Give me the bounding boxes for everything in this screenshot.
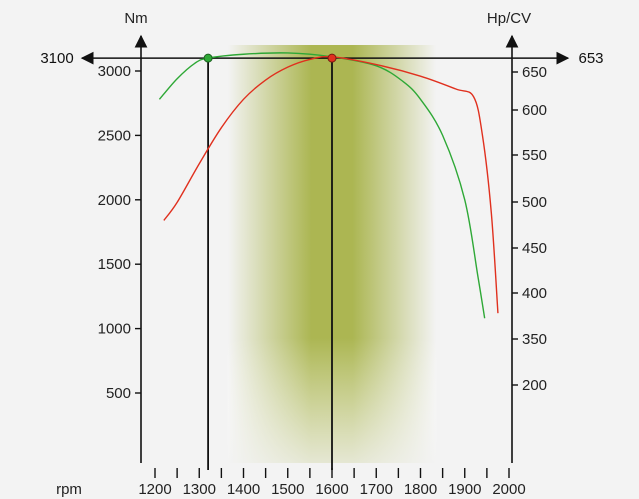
axes: 500 1000 1500 2000 2500 3000 200 350 400 450 500 55… bbox=[80, 34, 570, 498]
left-tick-label: 2000 bbox=[98, 192, 131, 209]
x-tick-label: 1200 bbox=[138, 481, 171, 498]
left-axis-title: Nm bbox=[124, 10, 147, 27]
x-tick-label: 1800 bbox=[404, 481, 437, 498]
right-tick-label: 350 bbox=[522, 331, 547, 348]
peak-power-label: 653 bbox=[578, 50, 603, 67]
peak-markers bbox=[203, 53, 337, 63]
left-tick-label: 500 bbox=[106, 385, 131, 402]
right-tick-label: 650 bbox=[522, 64, 547, 81]
peak-torque-dot bbox=[203, 53, 213, 63]
right-axis-title: Hp/CV bbox=[487, 10, 531, 27]
x-tick-label: 1700 bbox=[360, 481, 393, 498]
left-tick-label: 3000 bbox=[98, 63, 131, 80]
series-lines bbox=[158, 52, 499, 319]
peak-torque-label: 3100 bbox=[40, 50, 73, 67]
left-tick-label: 1500 bbox=[98, 256, 131, 273]
x-tick-label: 2000 bbox=[492, 481, 525, 498]
right-tick-label: 500 bbox=[522, 194, 547, 211]
x-tick-label: 1600 bbox=[315, 481, 348, 498]
x-tick-label: 1300 bbox=[183, 481, 216, 498]
right-tick-label: 550 bbox=[522, 147, 547, 164]
right-tick-label: 600 bbox=[522, 102, 547, 119]
series-power-line bbox=[163, 55, 499, 314]
x-tick-label: 1500 bbox=[271, 481, 304, 498]
left-tick-label: 2500 bbox=[98, 127, 131, 144]
peak-power-dot bbox=[327, 53, 337, 63]
x-tick-label: 1400 bbox=[227, 481, 260, 498]
x-tick-label: 1900 bbox=[448, 481, 481, 498]
left-tick-label: 1000 bbox=[98, 321, 131, 338]
x-axis-title: rpm bbox=[56, 481, 82, 498]
right-tick-label: 450 bbox=[522, 240, 547, 257]
right-tick-label: 200 bbox=[522, 377, 547, 394]
right-tick-label: 400 bbox=[522, 285, 547, 302]
